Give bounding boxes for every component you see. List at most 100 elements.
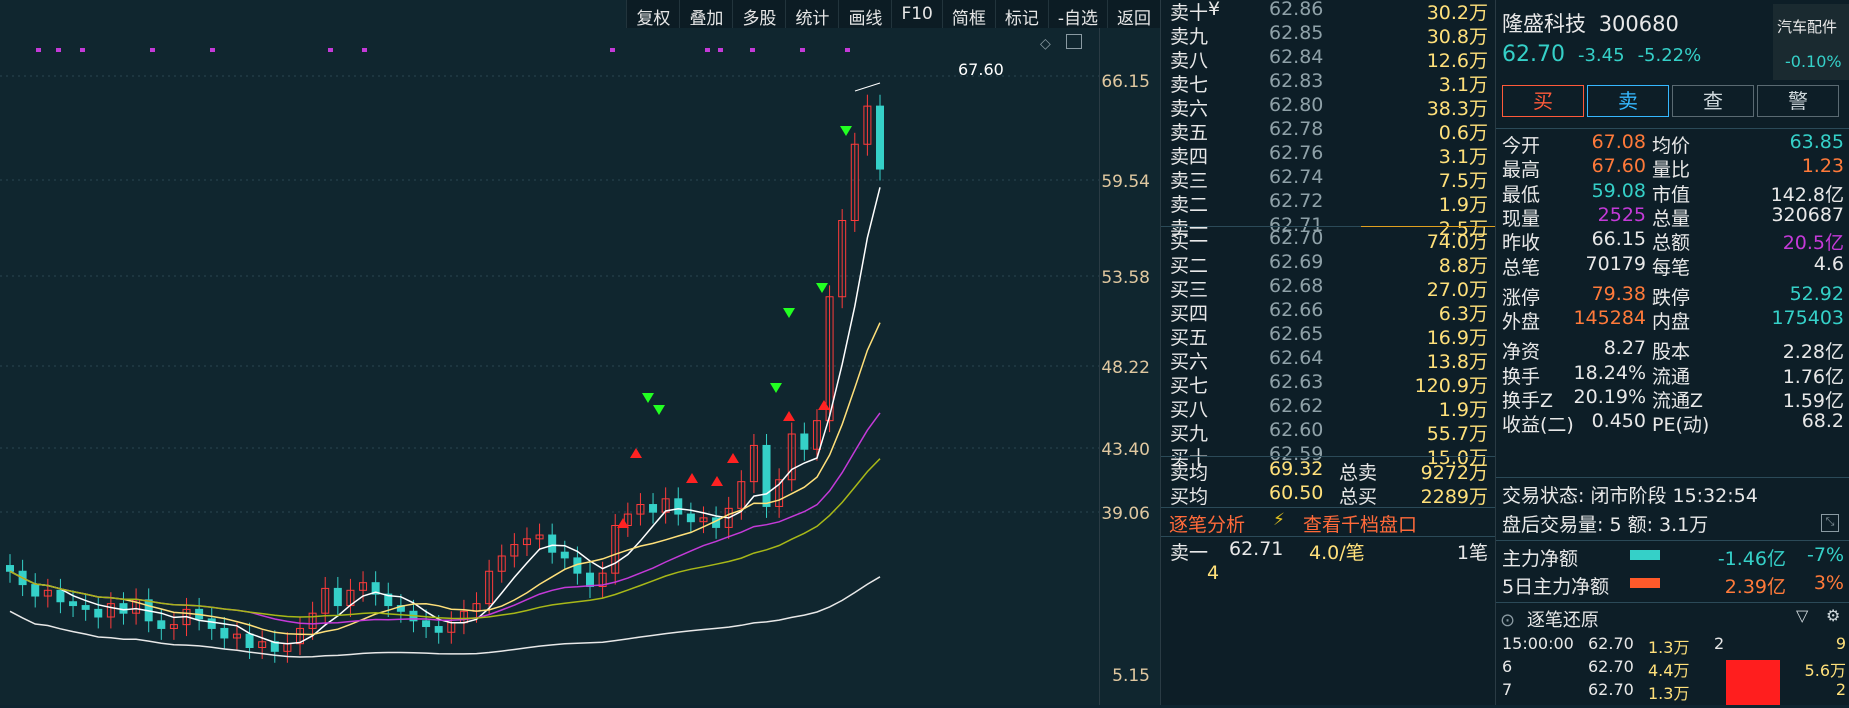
ask-row[interactable]: 卖二 62.72 1.9万 <box>1161 190 1496 218</box>
toolbar-button-6[interactable]: 简框 <box>941 0 995 29</box>
stat-value: 145284 <box>1573 307 1646 330</box>
toolbar-button-2[interactable]: 多股 <box>732 0 785 29</box>
bid-row[interactable]: 买十 62.59 15.0万 <box>1161 443 1496 471</box>
toolbar-button-8[interactable]: -自选 <box>1047 0 1107 29</box>
stat-value: 1.59亿 <box>1782 390 1844 412</box>
avg-row: 卖均 69.32 总卖 9272万 <box>1161 458 1496 484</box>
book-price: 62.63 <box>1269 371 1324 393</box>
bid-row[interactable]: 买五 62.65 16.9万 <box>1161 323 1496 351</box>
candle-body <box>56 589 65 603</box>
book-label: 卖八 <box>1170 50 1209 72</box>
stat-value: 1.76亿 <box>1782 365 1844 388</box>
bid-row[interactable]: 买八 62.62 1.9万 <box>1161 395 1496 423</box>
y-tick: 5.15 <box>1112 666 1150 686</box>
yuan-icon: ¥ <box>1208 0 1221 20</box>
stat-label: 现量 <box>1502 207 1541 230</box>
up-arrow <box>686 473 698 483</box>
bid-row[interactable]: 买六 62.64 13.8万 <box>1161 347 1496 375</box>
down-arrow <box>642 393 654 403</box>
stat-label: 最高 <box>1502 159 1541 182</box>
book-divider <box>1161 507 1496 508</box>
candle-body <box>232 633 241 639</box>
ask-row[interactable]: 卖五 62.78 0.6万 <box>1161 118 1496 146</box>
tick-r: 2 <box>1835 680 1846 699</box>
full-depth-link[interactable]: 查看千档盘口 <box>1303 514 1418 536</box>
stat-label: 净资 <box>1502 341 1541 364</box>
bid-row[interactable]: 买一 62.70 74.0万 <box>1161 227 1496 255</box>
avg-price: 69.32 <box>1269 458 1324 480</box>
ask-row[interactable]: 卖七 62.83 3.1万 <box>1161 70 1496 98</box>
toolbar-button-4[interactable]: 画线 <box>838 0 891 29</box>
avg-price: 60.50 <box>1269 482 1324 504</box>
ask-row[interactable]: 卖九 62.85 30.8万 <box>1161 22 1496 50</box>
toolbar-button-1[interactable]: 叠加 <box>679 0 732 29</box>
tick-price: 62.70 <box>1588 634 1634 653</box>
candle-body <box>800 433 809 450</box>
toolbar-button-7[interactable]: 标记 <box>994 0 1048 29</box>
collapse-icon[interactable]: ⊙ <box>1500 610 1516 631</box>
buy-button[interactable]: 买 <box>1502 85 1584 117</box>
bid-row[interactable]: 买三 62.68 27.0万 <box>1161 275 1496 303</box>
book-label: 卖五 <box>1170 122 1209 144</box>
flow-row: 主力净额 -1.46亿 -7% <box>1496 544 1849 572</box>
stat-label: 量比 <box>1652 159 1691 182</box>
diamond-icon[interactable]: ◇ <box>1040 36 1051 52</box>
book-divider <box>1161 226 1496 227</box>
ask-row[interactable]: 卖三 62.74 7.5万 <box>1161 166 1496 194</box>
stat-row: 换手 18.24% 流通 1.76亿 <box>1496 362 1849 390</box>
book-price: 62.71 <box>1269 214 1324 236</box>
query-button[interactable]: 查 <box>1672 85 1754 117</box>
bid-row[interactable]: 买二 62.69 8.8万 <box>1161 251 1496 279</box>
stat-label: 涨停 <box>1502 286 1541 309</box>
tick-label: 卖一 <box>1170 542 1209 564</box>
filter-icon[interactable]: ▽ <box>1796 606 1809 625</box>
signal-dot <box>800 48 805 52</box>
book-volume: 3.1万 <box>1438 146 1488 168</box>
book-label: 买六 <box>1170 351 1209 373</box>
signal-dot <box>718 48 723 52</box>
ask-row[interactable]: 卖十 ¥62.86 30.2万 <box>1161 0 1496 26</box>
toolbar-button-5[interactable]: F10 <box>891 0 941 28</box>
bid-row[interactable]: 买九 62.60 55.7万 <box>1161 419 1496 447</box>
window-icon[interactable] <box>1066 34 1082 49</box>
tick-analysis-link[interactable]: 逐笔分析 <box>1169 514 1246 536</box>
signal-dot <box>750 48 755 52</box>
book-price: 62.62 <box>1269 395 1324 417</box>
bid-row[interactable]: 买四 62.66 6.3万 <box>1161 299 1496 327</box>
ask-row[interactable]: 卖四 62.76 3.1万 <box>1161 142 1496 170</box>
book-label: 买四 <box>1170 303 1209 325</box>
candle-body <box>31 584 40 597</box>
candle-body <box>674 498 683 515</box>
book-price: 62.86 <box>1269 0 1324 20</box>
alert-button[interactable]: 警 <box>1757 85 1839 117</box>
candle-body <box>737 481 746 509</box>
stat-label: 市值 <box>1652 183 1691 206</box>
kline-chart[interactable]: 复权 叠加 多股 统计 画线 F10 简框 标记 -自选 返回 66.15 59.54 53.58… <box>0 0 1160 705</box>
toolbar-button-9[interactable]: 返回 <box>1107 0 1160 29</box>
expand-icon[interactable]: ⤡ <box>1821 514 1839 532</box>
book-label: 卖三 <box>1170 170 1209 192</box>
ask-row[interactable]: 卖八 62.84 12.6万 <box>1161 46 1496 74</box>
tick-volume: 1.3万 <box>1648 638 1690 657</box>
toolbar-button-3[interactable]: 统计 <box>785 0 838 29</box>
book-price: 62.69 <box>1269 251 1324 273</box>
book-label: 买七 <box>1170 375 1209 397</box>
book-label: 卖二 <box>1170 194 1209 216</box>
candle-body <box>258 641 267 648</box>
sector-name[interactable]: 汽车配件 <box>1777 18 1838 36</box>
y-tick: 43.40 <box>1101 440 1150 460</box>
settings-icon[interactable]: ⚙ <box>1826 606 1841 625</box>
candle-body <box>510 544 519 557</box>
book-price: 62.85 <box>1269 22 1324 44</box>
book-price: 62.65 <box>1269 323 1324 345</box>
stat-label: 内盘 <box>1652 311 1691 334</box>
toolbar-button-0[interactable]: 复权 <box>626 0 679 29</box>
bid-row[interactable]: 买七 62.63 120.9万 <box>1161 371 1496 399</box>
sell-button[interactable]: 卖 <box>1587 85 1669 117</box>
price-axis: 66.15 59.54 53.58 48.22 43.40 39.06 5.15 <box>1099 28 1160 705</box>
ask-row[interactable]: 卖一 62.71 2.5万 <box>1161 214 1496 242</box>
book-divider <box>1161 456 1496 457</box>
ask-row[interactable]: 卖六 62.80 38.3万 <box>1161 94 1496 122</box>
stat-row: 净资 8.27 股本 2.28亿 <box>1496 337 1849 365</box>
kline-plot[interactable] <box>0 28 1100 705</box>
